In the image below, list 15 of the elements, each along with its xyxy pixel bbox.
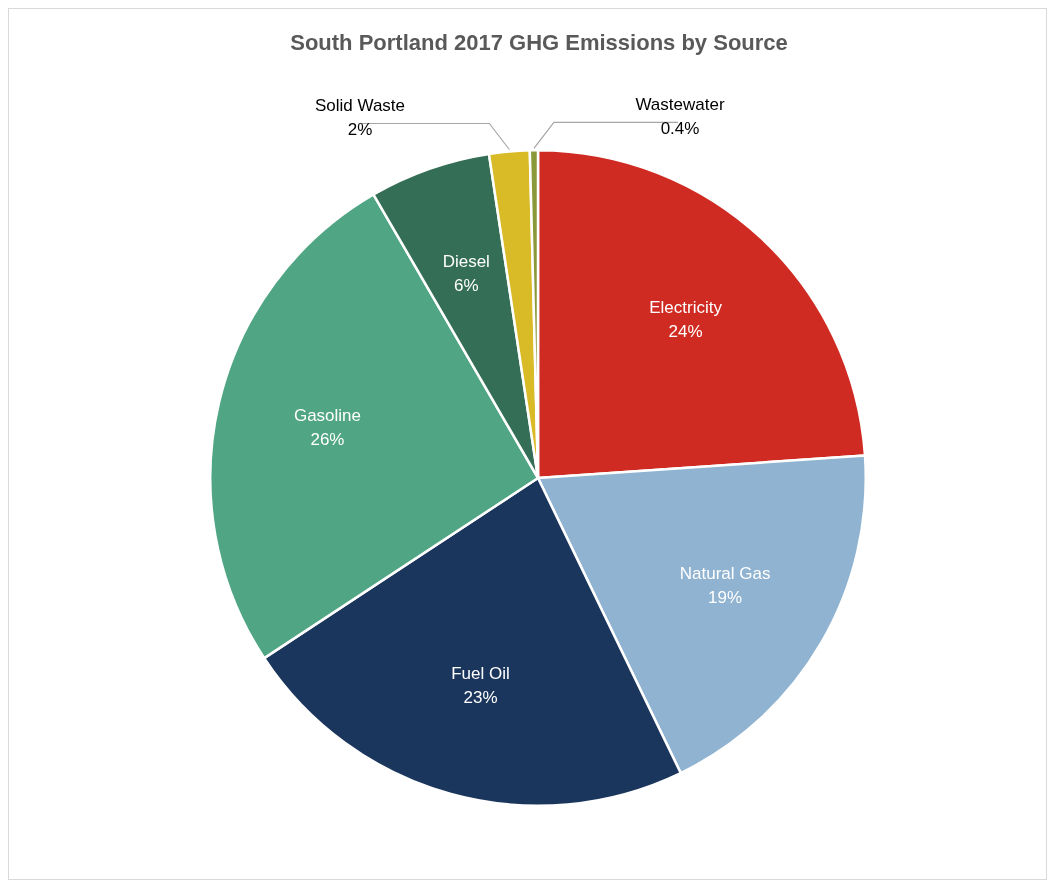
data-label: 6% (453, 275, 479, 295)
slice-label: Wastewater (635, 94, 725, 114)
data-label: 26% (310, 430, 345, 450)
slice-label: Fuel Oil (451, 664, 510, 684)
data-label: 23% (463, 688, 498, 708)
data-label: 0.4% (660, 118, 700, 138)
slice-label: Natural Gas (679, 564, 771, 584)
slice-label: Electricity (649, 297, 723, 317)
data-label: 24% (668, 321, 703, 341)
slice-label: Solid Waste (314, 96, 406, 116)
data-label: 2% (347, 120, 373, 140)
data-label: 19% (708, 588, 743, 608)
slice-label: Gasoline (293, 406, 362, 426)
chart-title: South Portland 2017 GHG Emissions by Source (290, 30, 788, 56)
slice-label: Diesel (442, 251, 490, 271)
